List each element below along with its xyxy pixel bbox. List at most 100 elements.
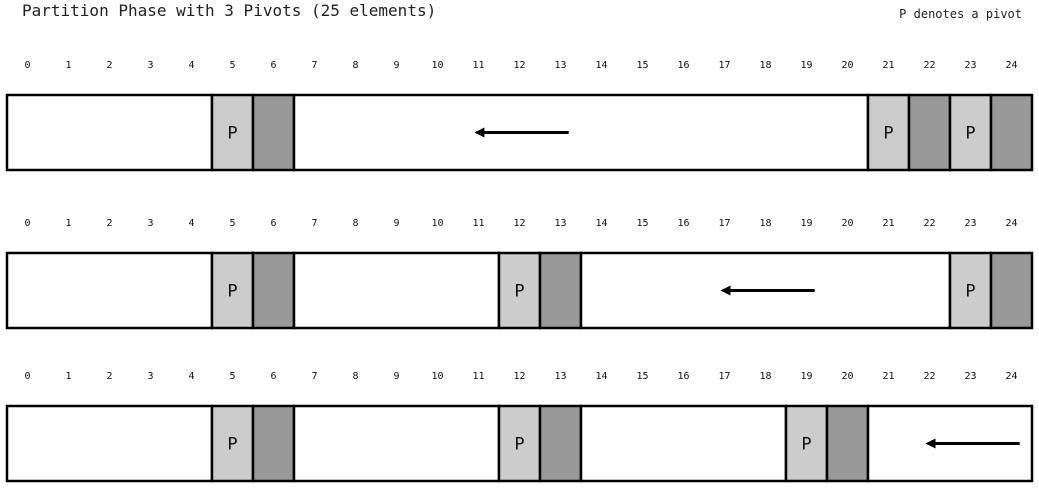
index-label: 22 bbox=[923, 60, 935, 71]
index-label: 18 bbox=[759, 60, 771, 71]
empty-segment bbox=[5, 404, 214, 483]
index-label: 10 bbox=[431, 60, 443, 71]
index-label: 24 bbox=[1005, 218, 1017, 229]
index-label: 14 bbox=[595, 60, 607, 71]
index-label: 6 bbox=[270, 371, 276, 382]
pivot-label: P bbox=[883, 124, 893, 144]
index-label: 12 bbox=[513, 218, 525, 229]
index-label: 12 bbox=[513, 60, 525, 71]
index-label: 4 bbox=[188, 60, 194, 71]
index-label: 1 bbox=[65, 218, 71, 229]
pivot-cell bbox=[866, 93, 911, 172]
index-label: 15 bbox=[636, 60, 648, 71]
index-label: 21 bbox=[882, 218, 894, 229]
index-label: 4 bbox=[188, 371, 194, 382]
filled-cell bbox=[907, 93, 952, 172]
index-label: 20 bbox=[841, 60, 853, 71]
empty-segment bbox=[292, 404, 501, 483]
index-label: 22 bbox=[923, 371, 935, 382]
filled-cell bbox=[825, 404, 870, 483]
index-label: 5 bbox=[229, 218, 235, 229]
index-labels: 0 1 2 3 4 5 6 7 8 9 10 11 12 13 14 15 16 17 18 19 20 21 22 23 24 bbox=[24, 218, 1017, 229]
index-label: 22 bbox=[923, 218, 935, 229]
index-label: 13 bbox=[554, 218, 566, 229]
pivot-label: P bbox=[227, 282, 237, 302]
index-label: 15 bbox=[636, 218, 648, 229]
index-label: 7 bbox=[311, 218, 317, 229]
index-label: 8 bbox=[352, 218, 358, 229]
array-rows: 0 1 2 3 4 5 6 7 8 9 10 11 12 13 14 15 16 17 18 19 20 21 22 23 24… bbox=[5, 60, 1034, 483]
index-label: 0 bbox=[24, 218, 30, 229]
filled-cell bbox=[989, 251, 1034, 330]
index-label: 8 bbox=[352, 60, 358, 71]
index-label: 17 bbox=[718, 371, 730, 382]
array-row-1: 0 1 2 3 4 5 6 7 8 9 10 11 12 13 14 15 16 17 18 19 20 21 22 23 24… bbox=[5, 60, 1034, 172]
index-label: 0 bbox=[24, 371, 30, 382]
index-labels: 0 1 2 3 4 5 6 7 8 9 10 11 12 13 14 15 16 17 18 19 20 21 22 23 24 bbox=[24, 371, 1017, 382]
index-label: 1 bbox=[65, 371, 71, 382]
pivot-label: P bbox=[965, 282, 975, 302]
index-label: 13 bbox=[554, 60, 566, 71]
filled-cell bbox=[251, 251, 296, 330]
empty-segment bbox=[292, 93, 870, 172]
index-label: 1 bbox=[65, 60, 71, 71]
index-label: 16 bbox=[677, 60, 689, 71]
filled-cell bbox=[538, 404, 583, 483]
pivot-cell bbox=[497, 404, 542, 483]
index-label: 14 bbox=[595, 371, 607, 382]
index-label: 5 bbox=[229, 60, 235, 71]
index-label: 4 bbox=[188, 218, 194, 229]
index-label: 11 bbox=[472, 60, 484, 71]
index-label: 24 bbox=[1005, 60, 1017, 71]
index-label: 18 bbox=[759, 218, 771, 229]
index-label: 16 bbox=[677, 218, 689, 229]
index-label: 19 bbox=[800, 60, 812, 71]
pivot-cell bbox=[210, 93, 255, 172]
index-label: 23 bbox=[964, 218, 976, 229]
index-label: 10 bbox=[431, 371, 443, 382]
index-label: 18 bbox=[759, 371, 771, 382]
index-label: 12 bbox=[513, 371, 525, 382]
index-label: 13 bbox=[554, 371, 566, 382]
index-label: 0 bbox=[24, 60, 30, 71]
index-label: 10 bbox=[431, 218, 443, 229]
empty-segment bbox=[292, 251, 501, 330]
index-label: 9 bbox=[393, 218, 399, 229]
index-label: 8 bbox=[352, 371, 358, 382]
index-label: 17 bbox=[718, 60, 730, 71]
index-label: 9 bbox=[393, 371, 399, 382]
empty-segment bbox=[579, 404, 788, 483]
diagram-title: Partition Phase with 3 Pivots (25 elemen… bbox=[22, 1, 436, 20]
index-label: 11 bbox=[472, 371, 484, 382]
index-label: 2 bbox=[106, 371, 112, 382]
index-label: 21 bbox=[882, 60, 894, 71]
index-label: 20 bbox=[841, 218, 853, 229]
index-label: 19 bbox=[800, 218, 812, 229]
index-label: 16 bbox=[677, 371, 689, 382]
index-label: 14 bbox=[595, 218, 607, 229]
index-labels: 0 1 2 3 4 5 6 7 8 9 10 11 12 13 14 15 16 17 18 19 20 21 22 23 24 bbox=[24, 60, 1017, 71]
pivot-label: P bbox=[514, 282, 524, 302]
empty-segment bbox=[5, 251, 214, 330]
index-label: 3 bbox=[147, 218, 153, 229]
filled-cell bbox=[989, 93, 1034, 172]
empty-segment bbox=[5, 93, 214, 172]
pivot-label: P bbox=[227, 124, 237, 144]
pivot-label: P bbox=[227, 435, 237, 455]
index-label: 3 bbox=[147, 60, 153, 71]
index-label: 11 bbox=[472, 218, 484, 229]
pivot-label: P bbox=[801, 435, 811, 455]
index-label: 21 bbox=[882, 371, 894, 382]
index-label: 3 bbox=[147, 371, 153, 382]
index-label: 15 bbox=[636, 371, 648, 382]
index-label: 2 bbox=[106, 60, 112, 71]
pivot-cell bbox=[210, 404, 255, 483]
pivot-cell bbox=[784, 404, 829, 483]
index-label: 6 bbox=[270, 218, 276, 229]
array-row-2: 0 1 2 3 4 5 6 7 8 9 10 11 12 13 14 15 16 17 18 19 20 21 22 23 24… bbox=[5, 218, 1034, 330]
array-row-3: 0 1 2 3 4 5 6 7 8 9 10 11 12 13 14 15 16 17 18 19 20 21 22 23 24… bbox=[5, 371, 1034, 483]
index-label: 23 bbox=[964, 60, 976, 71]
filled-cell bbox=[251, 404, 296, 483]
index-label: 2 bbox=[106, 218, 112, 229]
filled-cell bbox=[251, 93, 296, 172]
